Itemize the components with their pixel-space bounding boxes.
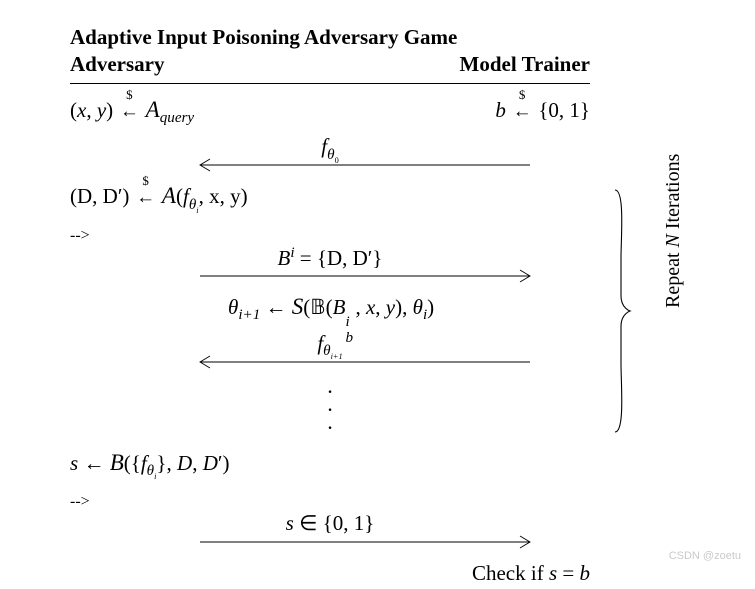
repeat-label: Repeat N Iterations <box>662 154 685 308</box>
check-line: Check if s = b <box>70 557 590 589</box>
arrow-left-icon <box>70 331 590 377</box>
watermark: CSDN @zoetu <box>669 550 741 562</box>
sample-DD: (D, D′) $← A(fθi, x, y) <box>70 180 590 226</box>
figure-title: Adaptive Input Poisoning Adversary Game <box>70 24 590 50</box>
col-header-adversary: Adversary <box>70 52 164 77</box>
col-header-trainer: Model Trainer <box>460 52 590 77</box>
arrow-right-icon <box>70 245 590 291</box>
arrow-Bi: Bi = {D, D′} <box>70 245 590 291</box>
line-s: s ← B({fθi}, D, D′) <box>70 447 590 493</box>
protocol-figure: Adaptive Input Poisoning Adversary Game … <box>70 24 590 589</box>
arrow-right-icon <box>70 511 590 557</box>
sample-b: b $← {0, 1} <box>495 94 590 128</box>
theta-update: θi+1 ← S(𝔹(Bib, x, y), θi) <box>70 291 590 331</box>
arrow-ftheta-i1: fθi+1 <box>70 331 590 377</box>
arrow-s: s ∈ {0, 1} <box>70 511 590 557</box>
vdots: ··· <box>70 383 590 437</box>
sample-xy: (x, y) $← Aquery <box>70 94 194 134</box>
repeat-brace <box>612 188 632 434</box>
